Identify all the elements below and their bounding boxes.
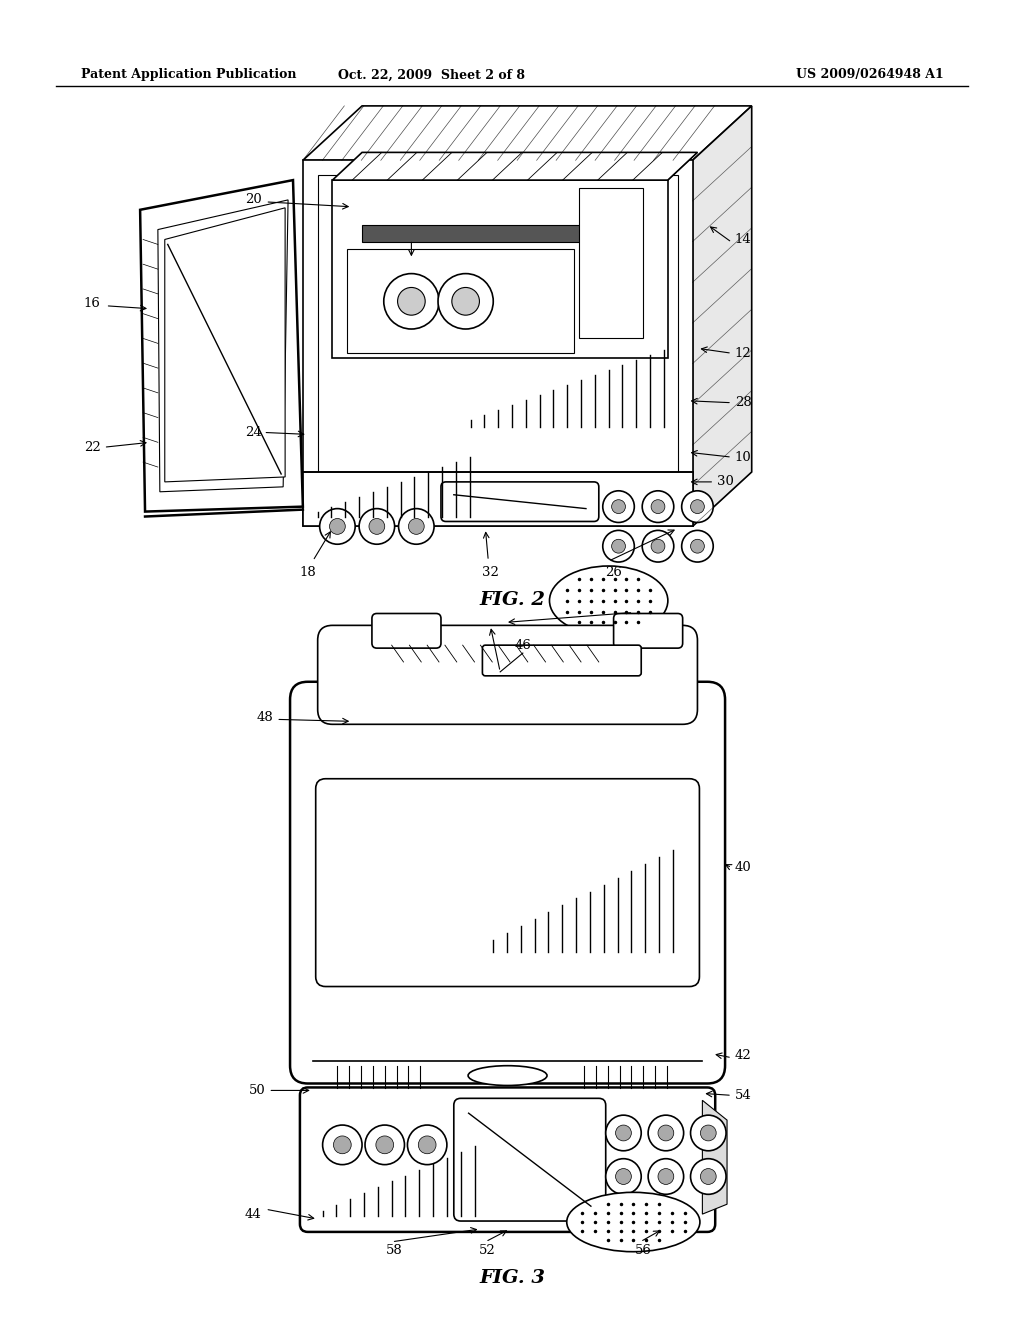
Polygon shape — [333, 180, 668, 358]
Circle shape — [690, 1159, 726, 1195]
Polygon shape — [303, 106, 752, 160]
Polygon shape — [347, 249, 574, 354]
Circle shape — [700, 1168, 716, 1184]
Circle shape — [651, 500, 665, 513]
Circle shape — [648, 1159, 684, 1195]
Circle shape — [408, 1125, 446, 1164]
Circle shape — [319, 508, 355, 544]
Circle shape — [690, 500, 705, 513]
Circle shape — [615, 1168, 632, 1184]
Circle shape — [376, 1137, 393, 1154]
Text: FIG. 2: FIG. 2 — [479, 591, 545, 609]
FancyBboxPatch shape — [441, 482, 599, 521]
FancyBboxPatch shape — [300, 1088, 715, 1232]
Circle shape — [690, 540, 705, 553]
Polygon shape — [303, 473, 692, 527]
Circle shape — [682, 531, 714, 562]
Circle shape — [611, 540, 626, 553]
Ellipse shape — [566, 1192, 700, 1251]
Text: 54: 54 — [735, 1089, 752, 1102]
Circle shape — [418, 1137, 436, 1154]
Text: Patent Application Publication: Patent Application Publication — [81, 69, 296, 82]
Text: 50: 50 — [249, 1084, 265, 1097]
Text: Oct. 22, 2009  Sheet 2 of 8: Oct. 22, 2009 Sheet 2 of 8 — [338, 69, 524, 82]
Ellipse shape — [550, 566, 668, 635]
Circle shape — [330, 519, 345, 535]
FancyBboxPatch shape — [317, 626, 697, 725]
Circle shape — [359, 508, 394, 544]
Circle shape — [409, 519, 424, 535]
Polygon shape — [317, 176, 678, 512]
Circle shape — [658, 1168, 674, 1184]
Ellipse shape — [468, 1065, 547, 1085]
FancyBboxPatch shape — [482, 645, 641, 676]
Polygon shape — [303, 160, 692, 527]
Circle shape — [615, 1125, 632, 1140]
Circle shape — [682, 491, 714, 523]
Circle shape — [334, 1137, 351, 1154]
Text: 10: 10 — [735, 450, 752, 463]
Circle shape — [452, 288, 479, 315]
Circle shape — [700, 1125, 716, 1140]
Polygon shape — [165, 207, 285, 482]
Text: 22: 22 — [84, 441, 100, 454]
Circle shape — [648, 1115, 684, 1151]
Circle shape — [611, 500, 626, 513]
Circle shape — [603, 531, 634, 562]
Circle shape — [606, 1159, 641, 1195]
Polygon shape — [362, 224, 589, 243]
Polygon shape — [140, 180, 303, 512]
Circle shape — [690, 1115, 726, 1151]
Text: 52: 52 — [479, 1243, 496, 1257]
Text: 42: 42 — [735, 1049, 752, 1063]
FancyBboxPatch shape — [613, 614, 683, 648]
Circle shape — [642, 491, 674, 523]
Text: 58: 58 — [386, 1243, 403, 1257]
Text: 26: 26 — [605, 566, 622, 579]
Text: 30: 30 — [717, 475, 734, 488]
Polygon shape — [158, 199, 288, 492]
Text: 16: 16 — [84, 297, 100, 310]
Text: 46: 46 — [514, 639, 531, 652]
Circle shape — [658, 1125, 674, 1140]
Circle shape — [398, 508, 434, 544]
Text: 56: 56 — [635, 1243, 651, 1257]
Circle shape — [323, 1125, 362, 1164]
Text: 18: 18 — [299, 566, 316, 579]
FancyBboxPatch shape — [315, 779, 699, 986]
Text: US 2009/0264948 A1: US 2009/0264948 A1 — [796, 69, 944, 82]
FancyBboxPatch shape — [454, 1098, 606, 1221]
Text: 12: 12 — [735, 347, 752, 360]
Text: 48: 48 — [257, 711, 273, 723]
Text: FIG. 3: FIG. 3 — [479, 1269, 545, 1287]
Circle shape — [603, 491, 634, 523]
Circle shape — [438, 273, 494, 329]
Polygon shape — [333, 152, 697, 180]
Text: 32: 32 — [482, 566, 499, 579]
FancyBboxPatch shape — [290, 681, 725, 1084]
Text: 40: 40 — [735, 861, 752, 874]
Text: 28: 28 — [735, 396, 752, 409]
Text: 44: 44 — [245, 1208, 261, 1221]
Circle shape — [365, 1125, 404, 1164]
Text: 14: 14 — [735, 232, 752, 246]
Polygon shape — [580, 187, 643, 338]
Circle shape — [651, 540, 665, 553]
Circle shape — [606, 1115, 641, 1151]
Text: 20: 20 — [245, 194, 261, 206]
Polygon shape — [702, 1101, 727, 1214]
Circle shape — [397, 288, 425, 315]
Circle shape — [369, 519, 385, 535]
Text: 24: 24 — [245, 426, 261, 440]
Circle shape — [384, 273, 439, 329]
Circle shape — [642, 531, 674, 562]
Polygon shape — [692, 106, 752, 527]
FancyBboxPatch shape — [372, 614, 441, 648]
